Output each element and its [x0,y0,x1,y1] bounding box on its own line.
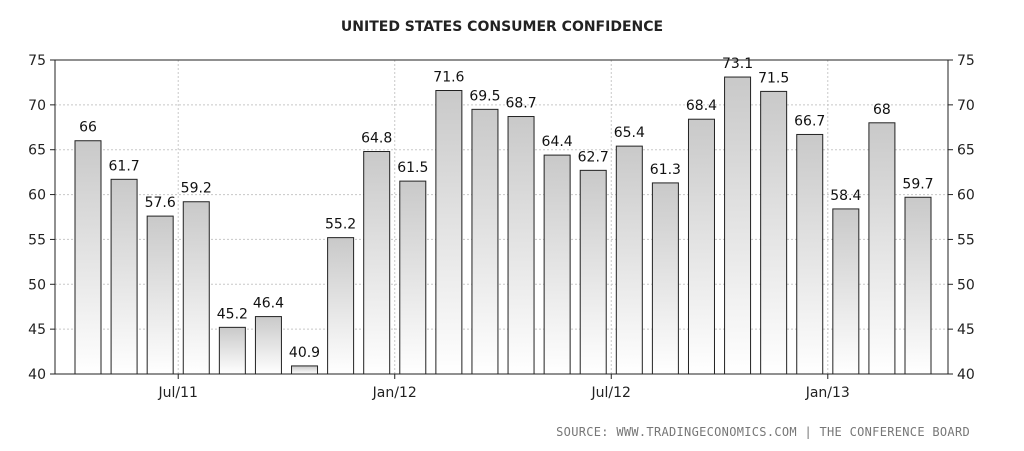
bar [471,108,499,375]
bar [904,196,932,375]
bar [74,140,102,375]
data-label: 40.9 [289,345,320,361]
bar [399,180,427,375]
bar [543,154,571,375]
x-tick-label: Jan/13 [805,385,850,401]
y-tick-label-right: 40 [957,367,975,383]
y-tick-label-right: 60 [957,188,975,204]
bar [724,76,752,375]
data-label: 59.2 [181,181,212,197]
bar [146,215,174,375]
y-tick-label-left: 65 [28,143,46,159]
bar [579,169,607,375]
data-label: 64.4 [542,134,573,150]
plot-frame [54,59,949,375]
bar [868,122,896,375]
bar [291,365,319,375]
bar [218,326,246,375]
data-label: 68.4 [686,98,717,114]
bar [760,90,788,375]
y-tick-label-right: 70 [957,98,975,114]
bar [687,118,715,375]
y-tick-label-left: 45 [28,322,46,338]
data-label: 64.8 [361,131,392,147]
y-tick-label-right: 55 [957,232,975,248]
bar [615,145,643,375]
bar [363,151,391,375]
bar [507,116,535,375]
x-tick-label: Jul/11 [157,385,197,401]
data-label: 68 [873,102,891,118]
bar [327,237,355,375]
y-tick-label-left: 40 [28,367,46,383]
data-label: 71.5 [758,70,789,86]
bar [796,133,824,375]
chart-title: UNITED STATES CONSUMER CONFIDENCE [341,19,663,35]
y-tick-label-right: 75 [957,53,975,69]
data-label: 61.5 [397,160,428,176]
x-tick-label: Jul/12 [591,385,631,401]
y-tick-label-left: 50 [28,277,46,293]
bars [74,76,932,375]
bar [182,201,210,375]
data-label: 45.2 [217,306,248,322]
bar [435,90,463,375]
y-tick-label-left: 55 [28,232,46,248]
bar [832,208,860,375]
bar [110,178,138,375]
data-label: 66 [79,120,97,136]
y-tick-label-right: 50 [957,277,975,293]
data-label: 59.7 [902,176,933,192]
data-label: 66.7 [794,113,825,129]
x-tick-label: Jan/12 [372,385,417,401]
data-label: 58.4 [830,188,861,204]
data-label: 69.5 [469,88,500,104]
y-tick-label-left: 70 [28,98,46,114]
source-note: SOURCE: WWW.TRADINGECONOMICS.COM | THE C… [556,425,970,439]
y-tick-label-left: 60 [28,188,46,204]
axes: 40 40 45 45 50 50 55 55 60 60 65 65 70 70 75 75 Jul/11 Ja… [28,53,975,401]
data-label: 57.6 [145,195,176,211]
data-label: 65.4 [614,125,645,141]
data-label: 62.7 [578,149,609,165]
y-tick-label-right: 65 [957,143,975,159]
data-labels: 66 61.7 57.6 59.2 45.2 46.4 40.9 55.2 64.8 61.5 71… [79,56,934,361]
bar [651,182,679,375]
data-label: 61.7 [109,158,140,174]
data-label: 68.7 [505,96,536,112]
data-label: 46.4 [253,296,284,312]
y-tick-label-right: 45 [957,322,975,338]
data-label: 61.3 [650,162,681,178]
data-label: 73.1 [722,56,753,72]
bar [254,316,282,375]
data-label: 71.6 [433,70,464,86]
data-label: 55.2 [325,217,356,233]
y-tick-label-left: 75 [28,53,46,69]
